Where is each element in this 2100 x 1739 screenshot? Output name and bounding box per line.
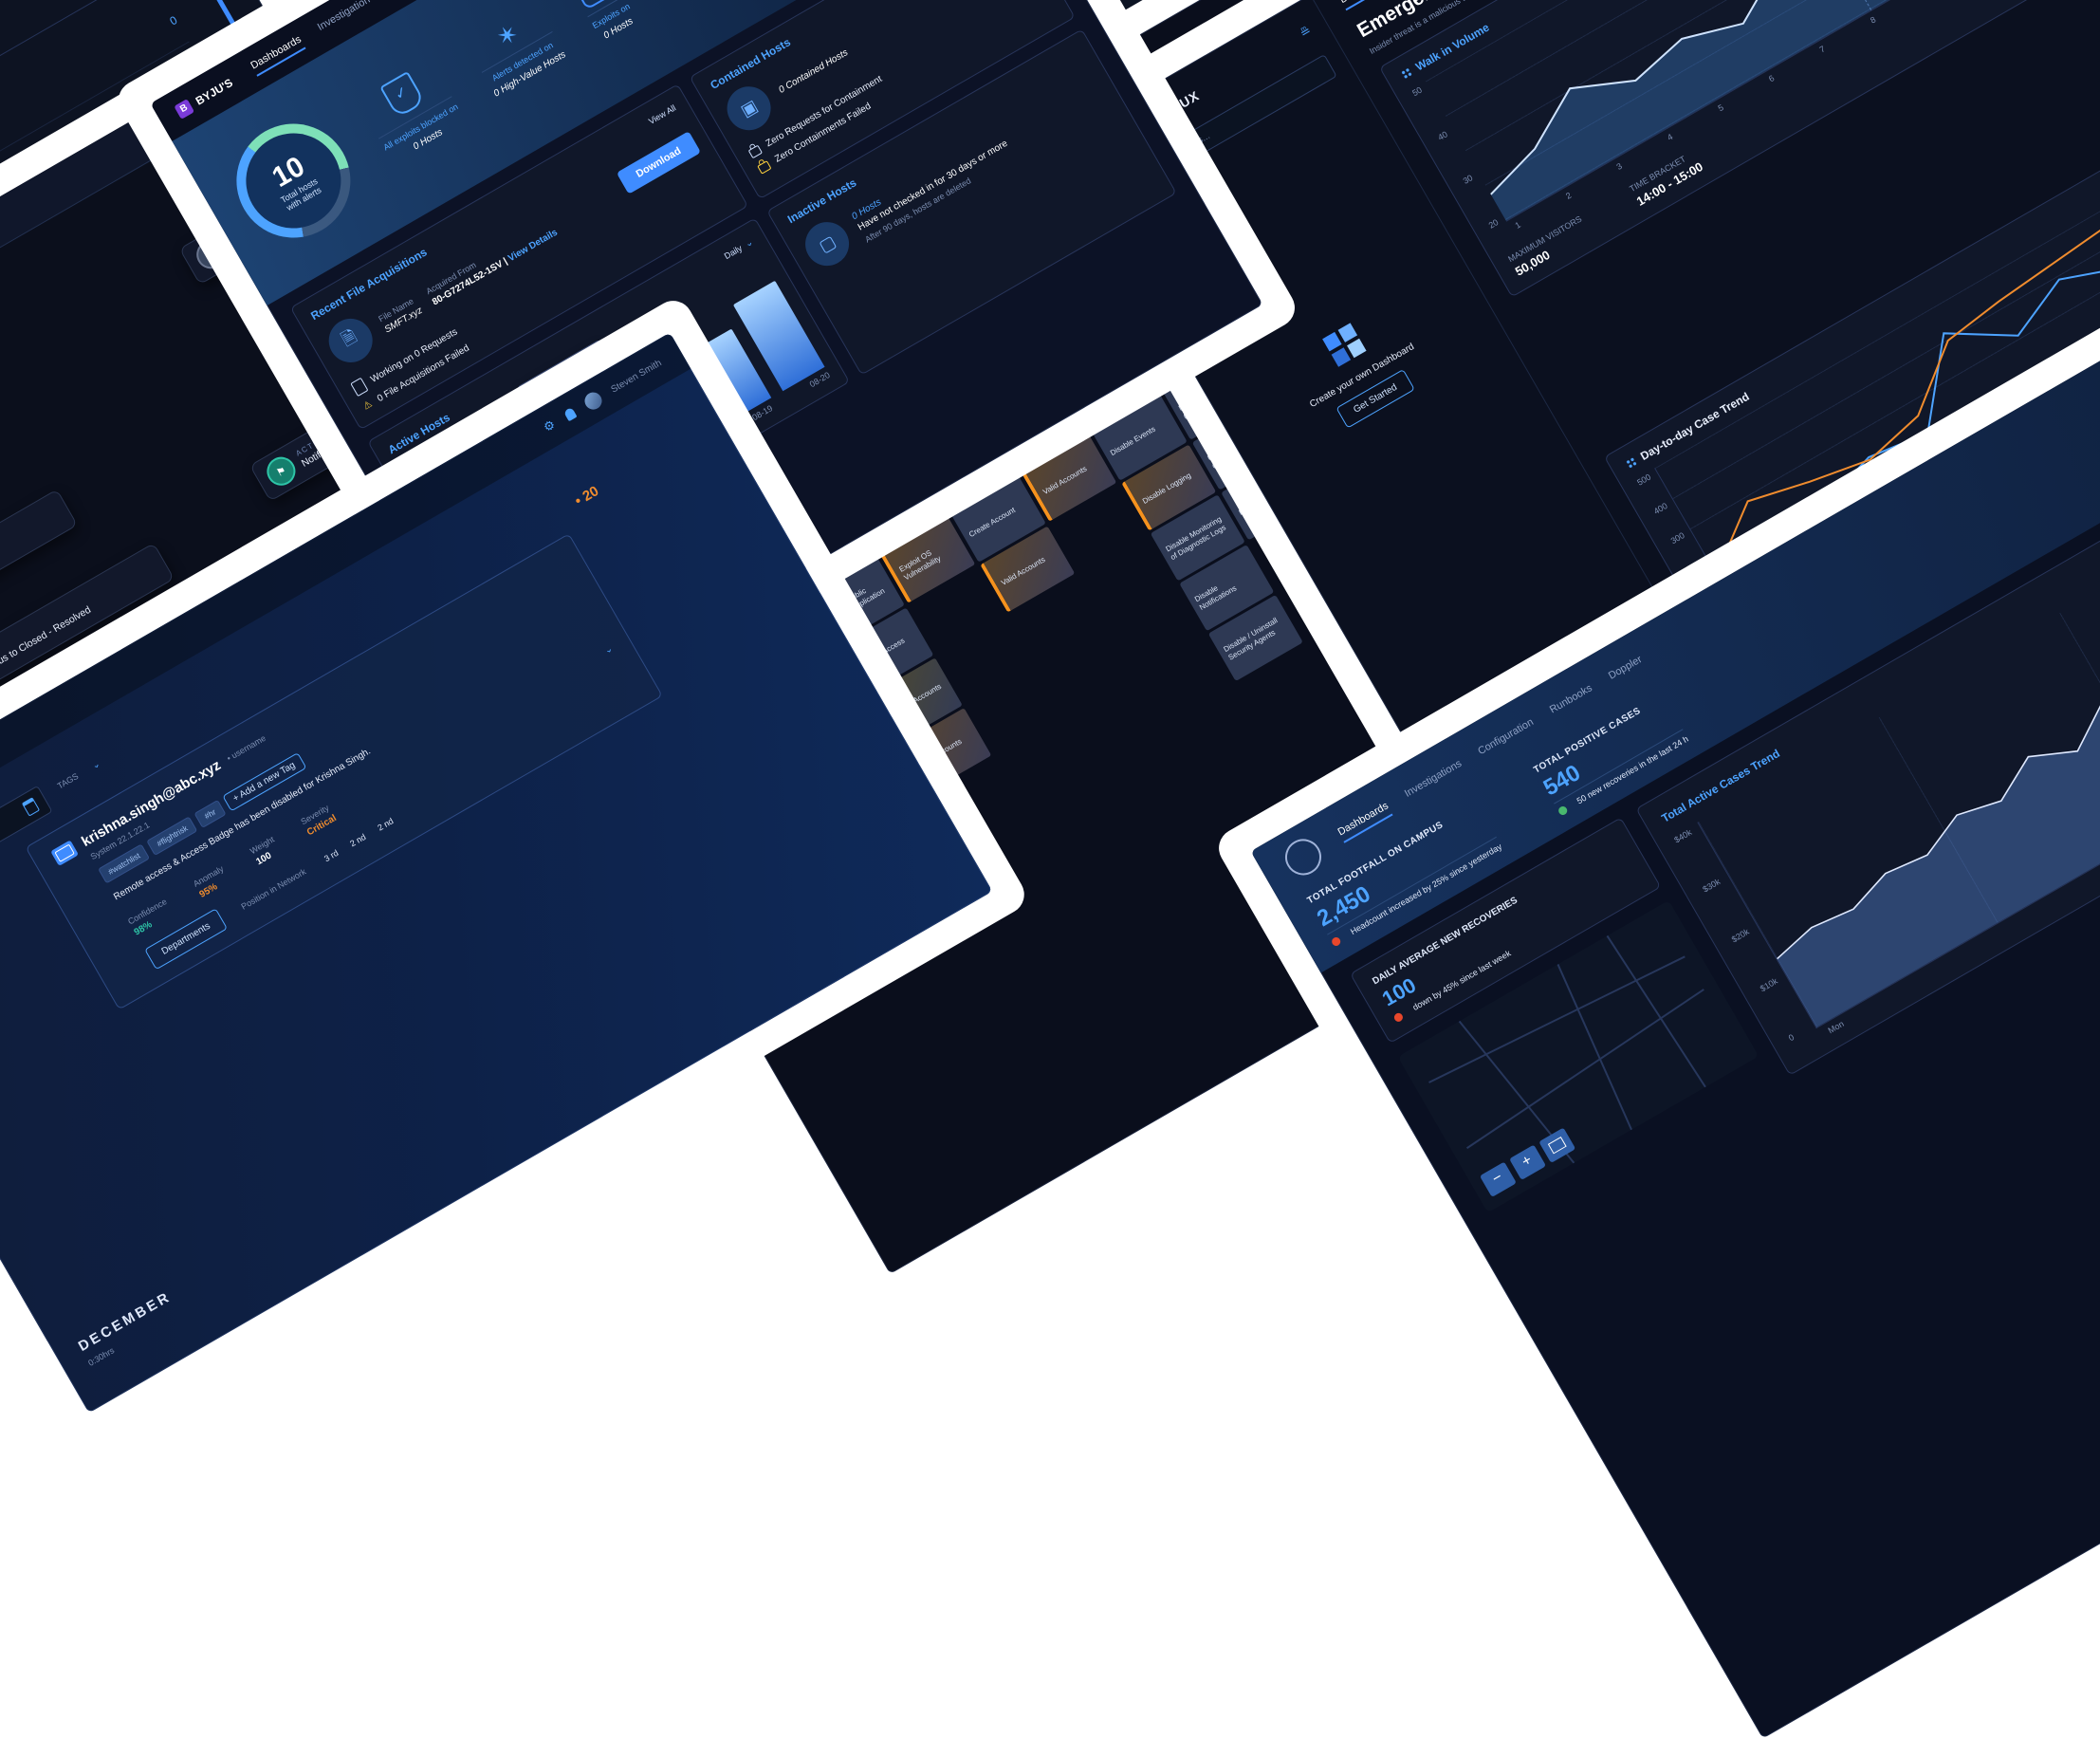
- file-icon: 🗎: [321, 310, 381, 371]
- tab-investigations[interactable]: Investigations: [1402, 757, 1464, 800]
- inactive-line1: Have not checked in for 30 days or more: [856, 138, 1010, 232]
- doc-icon: [350, 377, 369, 398]
- status-dot-icon: [1556, 805, 1569, 817]
- user-value: 0: [193, 58, 206, 74]
- unlock-icon: [757, 157, 772, 175]
- active-cases-chart: 5,454 Cases: [1696, 275, 2100, 1029]
- active-hosts-title: Active Hosts: [385, 410, 452, 457]
- tile-emergency-dashboard: BINARYFLUX ≞ [object Object] [object Obj…: [1058, 0, 2100, 1027]
- chevron-down-icon[interactable]: ⌄: [602, 643, 616, 657]
- chevron-down-icon[interactable]: ⌄: [89, 758, 102, 772]
- filter-icon[interactable]: ≞: [1297, 23, 1314, 41]
- avatar[interactable]: [580, 389, 605, 414]
- tab-dashboards[interactable]: Dashboards: [1336, 800, 1393, 843]
- tags-filter-label[interactable]: TAGS: [55, 770, 81, 791]
- widgets-icon: [1322, 323, 1367, 367]
- contained-count: 0 Contained Hosts: [777, 46, 850, 96]
- shield-check-icon: ✓: [378, 70, 426, 119]
- hosts-gauge: 10 Total hosts with alerts: [215, 102, 372, 259]
- create-dashboard-label: Create your own Dashboard: [1308, 342, 1416, 411]
- lock-icon: [747, 142, 763, 158]
- byjus-logo-icon: B: [174, 99, 195, 120]
- drag-handle-icon[interactable]: [1625, 456, 1638, 470]
- calendar-icon: [21, 797, 41, 817]
- tab-doppler[interactable]: Doppler: [1606, 654, 1645, 682]
- case-trend-panel: Day-to-day Case Trend Non Critical Criti…: [1603, 80, 2100, 634]
- status-dot-icon: [1392, 1010, 1405, 1024]
- drag-handle-icon[interactable]: [1400, 66, 1413, 81]
- gear-icon[interactable]: ⚙: [541, 416, 558, 435]
- institution-emblem-icon: [1279, 832, 1328, 882]
- walk-in-chart: 42 Walk-ins at 8am: [1425, 0, 2086, 222]
- view-all-link[interactable]: View All: [647, 102, 678, 126]
- position-value: 3 rd: [322, 847, 341, 863]
- tag-hr[interactable]: #hr: [193, 799, 226, 828]
- byjus-logo-text: BYJU'S: [193, 75, 235, 108]
- node-icon: ⚑: [261, 452, 301, 491]
- view-details-link[interactable]: View Details: [506, 227, 560, 264]
- bell-icon[interactable]: [562, 407, 578, 422]
- non-critical-line: [1655, 119, 2100, 591]
- contained-monitor-icon: ▣: [719, 78, 780, 139]
- status-dot-icon: [1330, 934, 1342, 948]
- inactive-monitor-icon: ▢: [797, 213, 857, 274]
- email-icon: [50, 840, 80, 866]
- node-icon: ⚑: [191, 234, 230, 274]
- position-value: 2 nd: [348, 831, 368, 848]
- range-select[interactable]: Daily: [722, 243, 745, 262]
- user-value: 0: [167, 12, 180, 28]
- active-cases-panel: Total Active Cases Trend Past 24 Hours $…: [1635, 230, 2100, 1076]
- warning-icon: ⚠: [361, 398, 375, 413]
- critical-line: [1655, 119, 2100, 591]
- tab-runbooks[interactable]: Runbooks: [1547, 682, 1594, 716]
- position-value: 2 nd: [376, 815, 396, 833]
- alert-star-icon: ✶: [490, 17, 524, 53]
- collage-canvas: { "brand":{"name":"BINARYFLUX","powered_…: [0, 0, 2100, 989]
- chevron-down-icon: ⌄: [743, 236, 755, 250]
- tab-configuration[interactable]: Configuration: [1476, 716, 1536, 758]
